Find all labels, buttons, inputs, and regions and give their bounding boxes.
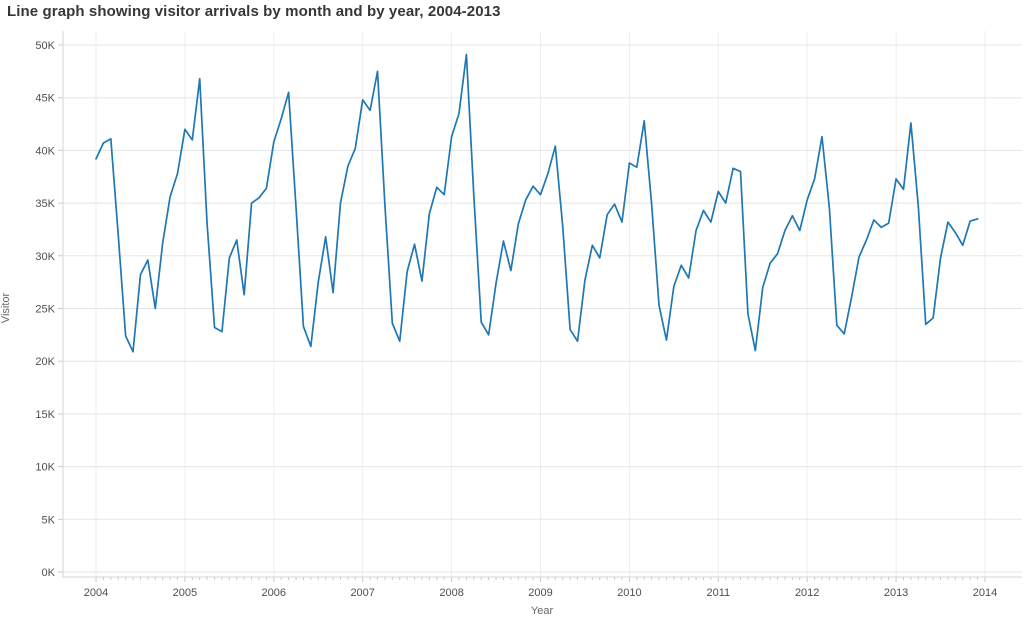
y-tick-label: 35K xyxy=(35,198,55,210)
x-tick-label: 2004 xyxy=(84,587,108,599)
x-axis-title: Year xyxy=(530,605,554,617)
x-tick-label: 2012 xyxy=(795,587,819,599)
x-tick-label: 2007 xyxy=(350,587,374,599)
chart-title: Line graph showing visitor arrivals by m… xyxy=(7,3,501,20)
x-tick-label: 2014 xyxy=(973,587,997,599)
x-tick-label: 2010 xyxy=(617,587,641,599)
y-tick-label: 50K xyxy=(35,40,55,52)
x-tick-label: 2009 xyxy=(528,587,552,599)
x-tick-label: 2008 xyxy=(439,587,463,599)
y-tick-label: 45K xyxy=(35,93,55,105)
y-tick-label: 10K xyxy=(35,462,55,474)
y-tick-label: 0K xyxy=(42,567,56,579)
y-axis-title: Visitor xyxy=(0,292,12,324)
x-tick-label: 2013 xyxy=(884,587,908,599)
y-tick-label: 15K xyxy=(35,409,55,421)
x-tick-label: 2011 xyxy=(706,587,730,599)
y-tick-label: 30K xyxy=(35,251,55,263)
y-tick-label: 5K xyxy=(42,514,56,526)
y-tick-label: 25K xyxy=(35,304,55,316)
x-tick-label: 2006 xyxy=(262,587,286,599)
x-tick-label: 2005 xyxy=(173,587,197,599)
y-tick-label: 20K xyxy=(35,356,55,368)
y-tick-label: 40K xyxy=(35,145,55,157)
visitor-arrivals-line xyxy=(95,53,979,353)
